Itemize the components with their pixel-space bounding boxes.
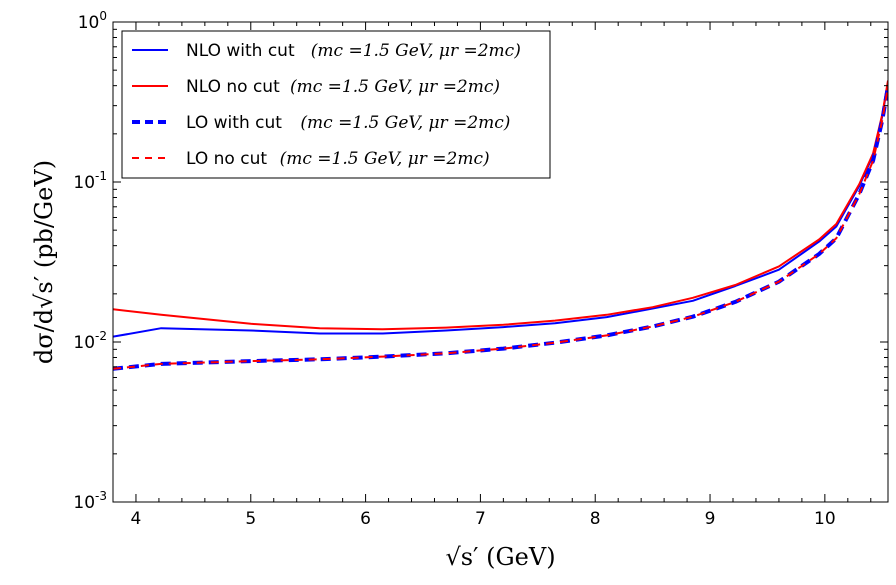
y-tick-label: 10-1 — [73, 169, 107, 193]
legend-label-suffix: (mc =1.5 GeV, μr =2mc) — [300, 113, 510, 133]
y-tick-exponent: -2 — [95, 329, 107, 343]
legend-label-suffix: (mc =1.5 GeV, μr =2mc) — [290, 77, 500, 97]
plot-frame — [112, 21, 889, 503]
series-line-lo-no-cut — [113, 86, 888, 370]
x-tick-label: 6 — [360, 509, 371, 529]
ticks — [113, 21, 888, 503]
series-line-nlo-no-cut — [113, 80, 888, 331]
x-tick-label: 4 — [131, 509, 142, 529]
x-tick-label: 9 — [705, 509, 716, 529]
y-axis-label: dσ/d√s′ (pb/GeV) — [30, 160, 58, 364]
y-tick-label: 10-2 — [73, 329, 107, 353]
plot-lines — [113, 80, 888, 371]
legend-entries: NLO with cut (mc =1.5 GeV, μr =2mc) NLO no… — [132, 41, 521, 169]
x-tick-label: 7 — [475, 509, 486, 529]
x-tick-label: 10 — [814, 509, 836, 529]
legend-label: LO no cut — [186, 149, 267, 169]
y-tick-base: 10 — [73, 173, 95, 193]
y-tick-label: 10-3 — [73, 489, 107, 513]
y-tick-label: 100 — [78, 9, 107, 33]
legend: NLO with cut (mc =1.5 GeV, μr =2mc) NLO no… — [121, 30, 551, 179]
y-tick-base: 10 — [78, 13, 100, 33]
y-tick-base: 10 — [73, 493, 95, 513]
x-tick-label: 5 — [245, 509, 256, 529]
legend-label: NLO with cut — [186, 41, 295, 61]
y-tick-exponent: -3 — [95, 489, 107, 503]
x-tick-label: 8 — [590, 509, 601, 529]
legend-label: LO with cut — [186, 113, 282, 133]
y-tick-exponent: 0 — [99, 9, 107, 23]
legend-label: NLO no cut — [186, 77, 280, 97]
x-axis-label: √s′ (GeV) — [445, 543, 555, 571]
legend-label-suffix: (mc =1.5 GeV, μr =2mc) — [280, 149, 490, 169]
legend-label-suffix: (mc =1.5 GeV, μr =2mc) — [311, 41, 521, 61]
y-tick-base: 10 — [73, 333, 95, 353]
y-tick-exponent: -1 — [95, 169, 107, 183]
legend-box — [121, 30, 551, 179]
